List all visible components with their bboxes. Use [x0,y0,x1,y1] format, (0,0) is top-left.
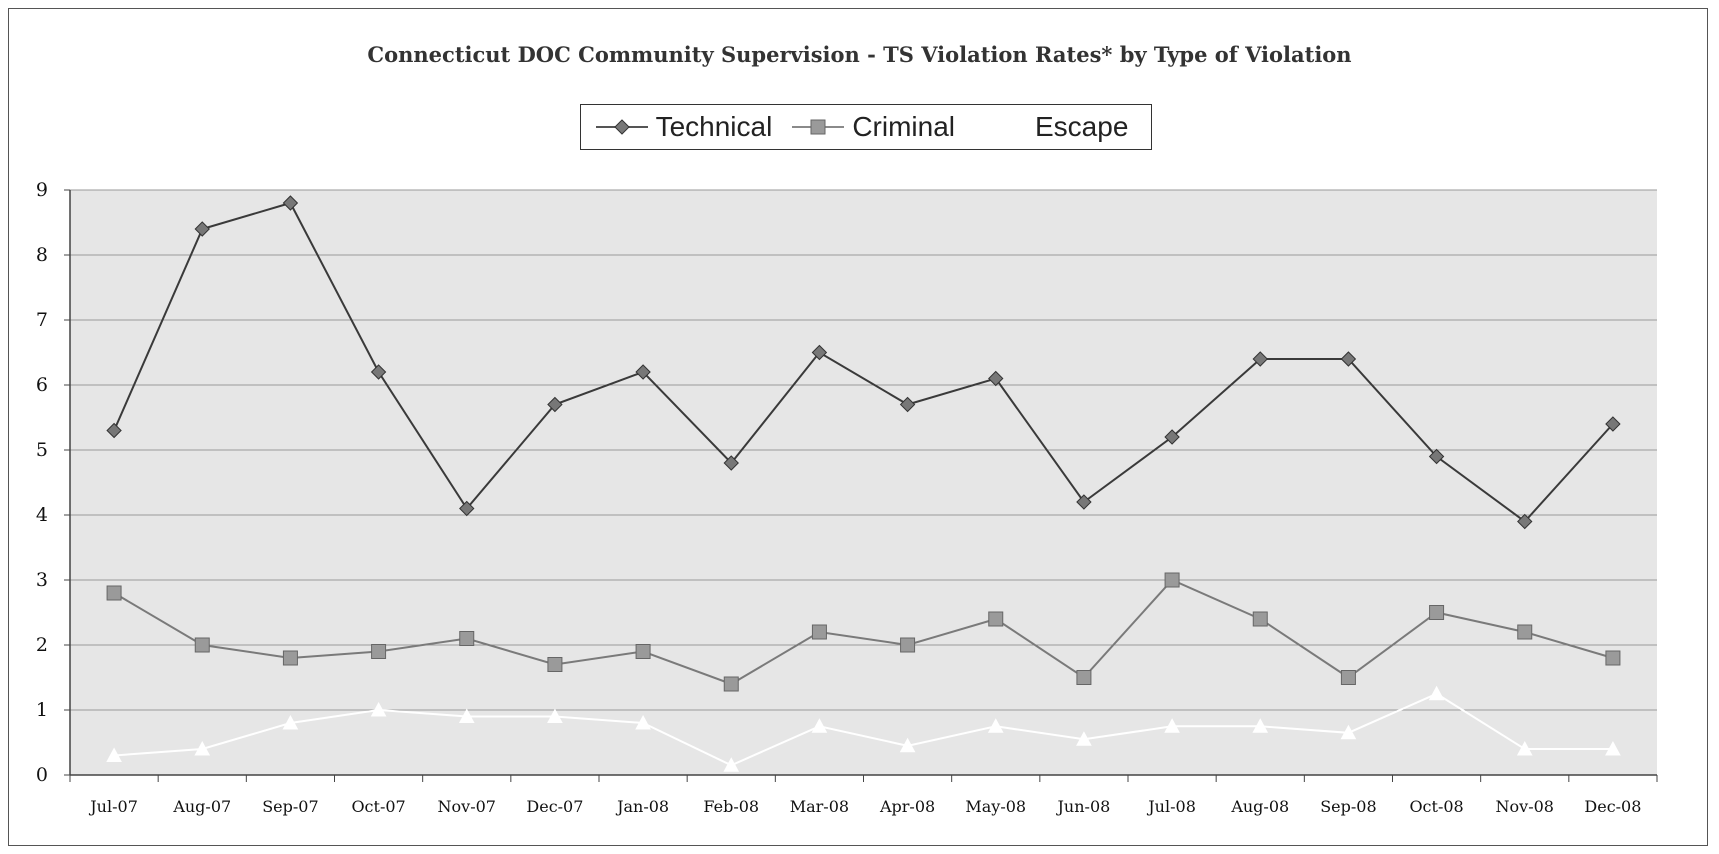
point-criminal [1340,670,1356,685]
point-criminal [1429,605,1445,620]
point-technical [811,344,828,361]
x-tick-label: Dec-07 [526,797,583,816]
point-escape [1516,740,1533,756]
series-line-criminal [113,578,1614,686]
y-tick-label: 0 [36,764,48,786]
point-criminal [106,585,122,601]
point-technical [194,221,210,237]
x-tick-label: Jun-08 [1056,797,1111,816]
point-escape [723,757,740,772]
x-tick-label: Feb-08 [703,797,759,816]
point-escape [282,714,299,730]
point-escape [899,737,916,753]
series-line-technical [113,201,1614,523]
y-tick-label: 5 [36,439,48,461]
point-technical [459,500,475,517]
point-criminal [1517,624,1533,640]
point-escape [547,708,563,723]
point-technical [988,370,1004,387]
point-escape [1340,724,1357,740]
series-line-escape [114,692,1613,767]
point-technical [1428,448,1445,465]
point-technical [1252,351,1268,367]
y-tick-label: 4 [36,504,48,526]
point-escape [1076,731,1092,746]
legend-label-escape: Escape [1035,111,1129,142]
y-tick-label: 9 [36,179,48,201]
x-tick-label: Oct-08 [1409,797,1463,816]
point-escape [987,718,1004,733]
y-tick-label: 8 [36,244,48,266]
point-escape [458,708,475,723]
legend: Technical Criminal Escape [580,104,1152,150]
x-tick-label: Aug-08 [1230,797,1289,816]
x-tick-label: Mar-08 [790,797,849,816]
x-tick-label: Aug-07 [172,797,231,816]
point-escape [635,714,651,730]
legend-entry-criminal: Criminal [790,111,955,143]
point-technical [899,396,916,413]
point-escape [1164,718,1180,733]
x-tick-label: Nov-07 [438,797,496,816]
legend-entry-escape: Escape [973,111,1128,143]
x-tick-label: May-08 [965,797,1026,816]
point-criminal [988,611,1004,627]
y-tick-label: 3 [36,569,48,591]
point-criminal [1252,611,1268,627]
y-tick-label: 2 [36,634,48,656]
point-criminal [459,631,475,646]
legend-label-criminal: Criminal [852,111,955,142]
point-technical [1340,351,1357,367]
y-tick-label: 7 [36,309,48,331]
point-criminal [1076,670,1092,685]
point-technical [370,364,387,380]
point-technical [635,364,651,380]
point-criminal [635,644,651,659]
point-technical [282,195,299,211]
y-tick-label: 1 [36,699,48,721]
point-technical [1076,494,1092,510]
point-technical [1605,416,1621,432]
point-criminal [1605,650,1621,666]
point-escape [106,747,122,762]
point-technical [547,396,563,413]
legend-label-technical: Technical [655,111,773,142]
point-criminal [723,676,739,692]
x-tick-label: Jan-08 [615,797,669,816]
point-criminal [282,650,298,666]
point-criminal [811,624,827,640]
x-tick-label: Jul-07 [88,797,138,816]
point-technical [1517,513,1533,530]
point-criminal [1164,572,1180,588]
legend-entry-technical: Technical [594,111,773,143]
point-technical [106,422,122,439]
legend-diamond-marker-icon [595,119,648,135]
point-criminal [547,657,563,672]
point-escape [1252,718,1269,733]
point-escape [194,740,211,756]
x-tick-label: Jul-08 [1146,797,1196,816]
plot-background [70,190,1657,775]
chart-title: Connecticut DOC Community Supervision - … [367,42,1352,67]
point-escape [811,718,828,733]
legend-triangle-marker-icon [975,118,1027,134]
y-tick-label: 6 [36,374,48,396]
point-criminal [900,637,916,653]
point-criminal [194,637,210,653]
x-tick-label: Nov-08 [1496,797,1554,816]
x-tick-label: Oct-07 [351,797,405,816]
x-tick-label: Sep-07 [262,797,318,816]
point-technical [723,455,739,471]
x-tick-label: Dec-08 [1584,797,1641,816]
x-tick-label: Sep-08 [1320,797,1376,816]
point-technical [1164,429,1180,445]
point-escape [1428,685,1445,701]
point-escape [370,701,387,717]
point-criminal [371,644,387,659]
point-escape [1605,740,1621,756]
legend-square-marker-icon [792,119,845,135]
x-tick-label: Apr-08 [879,797,935,816]
